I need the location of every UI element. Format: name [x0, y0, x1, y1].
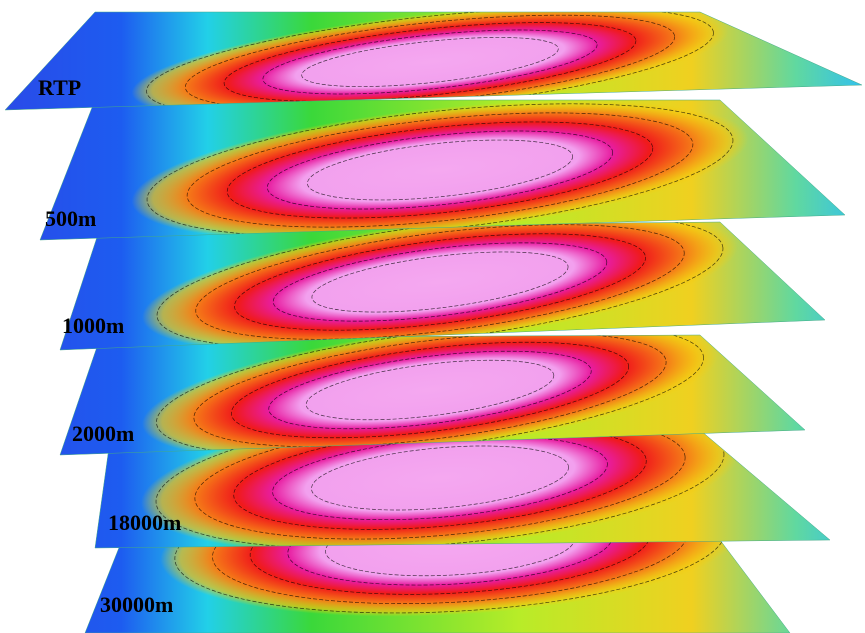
layer-label: RTP: [38, 75, 81, 100]
layer-label: 30000m: [100, 592, 173, 617]
stacked-maps: 30000m 18000m 2000m 1000m 500m RTP: [0, 0, 865, 633]
layer-label: 2000m: [72, 421, 134, 446]
layer-label: 500m: [45, 206, 96, 231]
layer-label: 1000m: [62, 313, 124, 338]
layer-label: 18000m: [108, 510, 181, 535]
